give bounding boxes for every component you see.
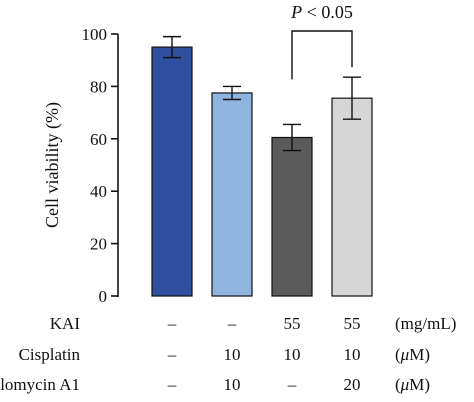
y-tick-label: 80	[90, 77, 107, 96]
condition-unit: (μM)	[395, 375, 430, 394]
bar-3	[271, 136, 313, 297]
significance-label: P < 0.05	[290, 2, 353, 22]
significance-annotation: P < 0.05	[290, 2, 353, 80]
condition-value: 55	[344, 314, 361, 333]
y-tick-label: 20	[90, 235, 107, 254]
condition-value: –	[167, 375, 177, 394]
y-axis-label: Cell viability (%)	[42, 102, 63, 228]
condition-value: –	[167, 314, 177, 333]
condition-value: 10	[224, 345, 241, 364]
condition-value: –	[227, 314, 237, 333]
condition-value: 10	[284, 345, 301, 364]
axes: 0 20 40 60 80 100	[82, 25, 119, 306]
significance-bracket	[291, 30, 353, 80]
condition-label: Bafilomycin A1	[0, 375, 80, 394]
condition-unit: (μM)	[395, 345, 430, 364]
condition-value: 10	[224, 375, 241, 394]
condition-value: 20	[344, 375, 361, 394]
y-tick-label: 0	[99, 287, 108, 306]
bar-4	[331, 97, 373, 297]
y-tick-label: 100	[82, 25, 108, 44]
condition-unit: (mg/mL)	[395, 314, 456, 333]
error-bars-group	[163, 35, 361, 152]
condition-label: Cisplatin	[19, 345, 81, 364]
condition-label: KAI	[50, 314, 81, 333]
bars-group	[151, 46, 373, 297]
bar-1	[151, 46, 193, 297]
condition-value: 55	[284, 314, 301, 333]
y-tick-label: 40	[90, 182, 107, 201]
condition-table: KAI – – 55 55 (mg/mL) Cisplatin – 10 10 10 (μM) Bafi…	[0, 314, 456, 394]
condition-value: –	[287, 375, 297, 394]
condition-value: –	[167, 345, 177, 364]
y-tick-label: 60	[90, 130, 107, 149]
condition-value: 10	[344, 345, 361, 364]
bar-2	[211, 92, 253, 297]
